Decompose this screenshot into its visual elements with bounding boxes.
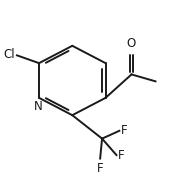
Text: F: F	[97, 162, 103, 175]
Text: N: N	[34, 100, 42, 112]
Text: Cl: Cl	[4, 48, 15, 61]
Text: O: O	[127, 37, 136, 50]
Text: F: F	[118, 149, 125, 162]
Text: F: F	[121, 124, 127, 137]
